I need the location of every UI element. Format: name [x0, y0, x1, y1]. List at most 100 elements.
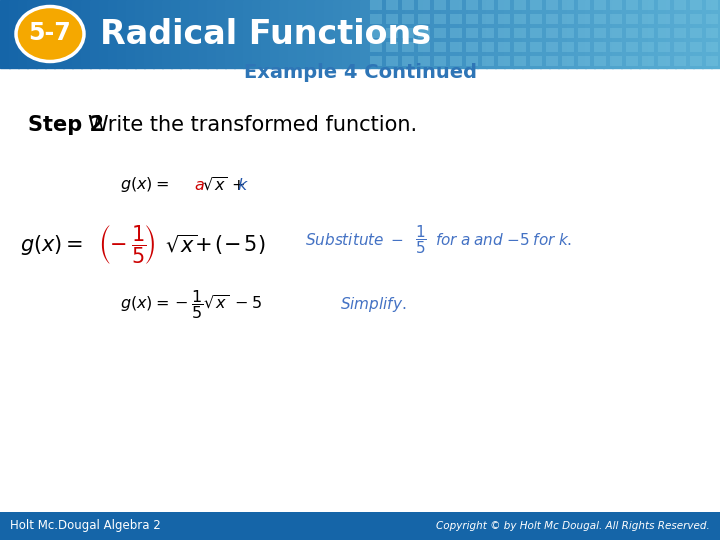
Bar [468, 0, 478, 68]
Bar [610, 42, 622, 52]
Text: Copyright © by Holt Mc Dougal. All Rights Reserved.: Copyright © by Holt Mc Dougal. All Right… [436, 521, 710, 531]
Bar [540, 0, 550, 68]
Bar [54, 0, 64, 68]
Bar [351, 0, 361, 68]
Text: Write the transformed function.: Write the transformed function. [88, 115, 417, 135]
Bar [9, 0, 19, 68]
Bar [108, 0, 118, 68]
Text: Example 4 Continued: Example 4 Continued [243, 63, 477, 82]
Bar [418, 56, 430, 66]
Bar [369, 0, 379, 68]
Bar [576, 0, 586, 68]
Bar [198, 0, 208, 68]
Bar [514, 56, 526, 66]
Bar [418, 14, 430, 24]
Bar [81, 0, 91, 68]
Bar [549, 0, 559, 68]
Bar [423, 0, 433, 68]
Bar [434, 42, 446, 52]
Bar [498, 0, 510, 10]
Bar [642, 56, 654, 66]
Bar [684, 0, 694, 68]
Bar [562, 28, 574, 38]
Bar [562, 14, 574, 24]
Bar [594, 42, 606, 52]
Bar [562, 0, 574, 10]
Bar [72, 0, 82, 68]
Bar [370, 56, 382, 66]
Bar [498, 14, 510, 24]
Text: $\mathit{a}$: $\mathit{a}$ [194, 178, 204, 192]
Bar [567, 0, 577, 68]
Bar [603, 0, 613, 68]
Text: $\mathit{Substitute}\;-$: $\mathit{Substitute}\;-$ [305, 232, 403, 248]
Bar [658, 42, 670, 52]
Bar [378, 0, 388, 68]
Bar [610, 28, 622, 38]
Bar [658, 14, 670, 24]
Bar [498, 42, 510, 52]
Bar [434, 14, 446, 24]
Bar [711, 0, 720, 68]
Bar [690, 28, 702, 38]
Bar [270, 0, 280, 68]
Bar [450, 56, 462, 66]
Bar [225, 0, 235, 68]
Bar [243, 0, 253, 68]
Bar [706, 0, 718, 10]
Bar [117, 0, 127, 68]
Bar [45, 0, 55, 68]
Bar [477, 0, 487, 68]
Bar [706, 42, 718, 52]
Bar [612, 0, 622, 68]
Bar [324, 0, 334, 68]
Bar [578, 14, 590, 24]
Bar [626, 14, 638, 24]
Bar [626, 0, 638, 10]
Bar [675, 0, 685, 68]
Text: 5-7: 5-7 [29, 21, 71, 45]
Bar [610, 0, 622, 10]
Bar [434, 28, 446, 38]
Bar [99, 0, 109, 68]
Text: $\mathit{k}$: $\mathit{k}$ [237, 177, 249, 193]
Bar [585, 0, 595, 68]
Bar [621, 0, 631, 68]
Bar [450, 0, 460, 68]
Bar [610, 14, 622, 24]
Bar [530, 42, 542, 52]
Bar [370, 14, 382, 24]
Bar [402, 14, 414, 24]
Text: $g\left(x\right) =-\dfrac{1}{5}\sqrt{x}\;-5$: $g\left(x\right) =-\dfrac{1}{5}\sqrt{x}\… [120, 288, 262, 321]
Bar [482, 42, 494, 52]
Bar [666, 0, 676, 68]
Bar [658, 28, 670, 38]
Bar [0, 0, 10, 68]
Bar [386, 42, 398, 52]
Bar [234, 0, 244, 68]
Bar [434, 0, 446, 10]
Bar [466, 56, 478, 66]
Bar [386, 14, 398, 24]
Bar [386, 56, 398, 66]
Bar [370, 42, 382, 52]
Bar [402, 56, 414, 66]
Bar [514, 0, 526, 10]
Bar [642, 42, 654, 52]
Bar [171, 0, 181, 68]
Bar [342, 0, 352, 68]
Bar [702, 0, 712, 68]
Bar [657, 0, 667, 68]
Bar [674, 14, 686, 24]
Text: $g\left(x\right) =$: $g\left(x\right) =$ [120, 176, 169, 194]
Bar [90, 0, 100, 68]
Bar [450, 42, 462, 52]
Bar [434, 56, 446, 66]
Bar [642, 14, 654, 24]
Bar [546, 56, 558, 66]
Bar [432, 0, 442, 68]
Bar [690, 56, 702, 66]
Text: $\mathit{for\;a\;and\;{-}5\;for\;k.}$: $\mathit{for\;a\;and\;{-}5\;for\;k.}$ [435, 232, 572, 248]
Bar [530, 28, 542, 38]
Bar [642, 28, 654, 38]
